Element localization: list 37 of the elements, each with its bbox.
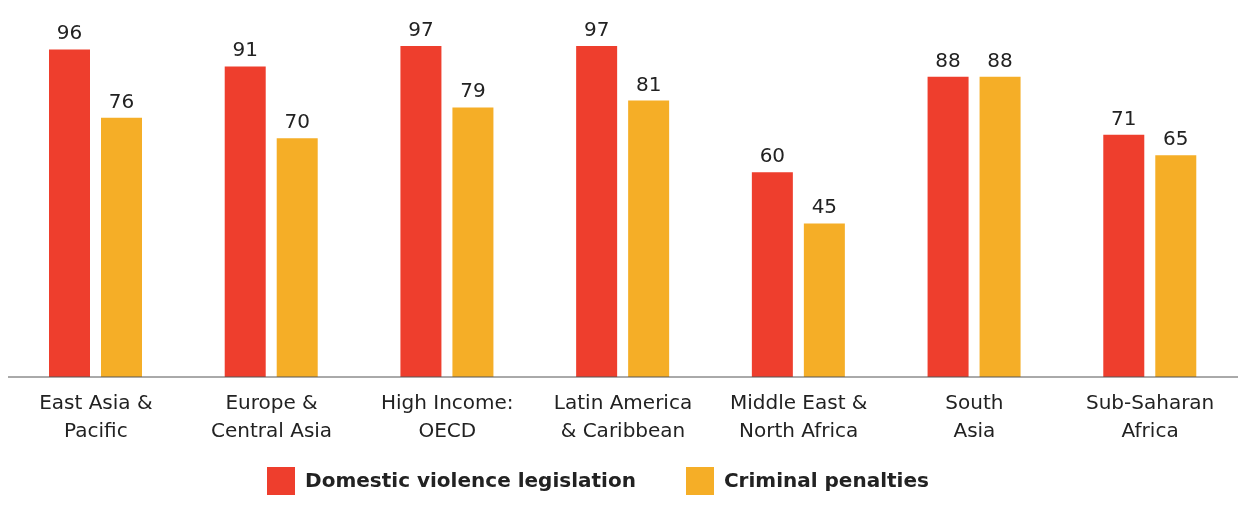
bar <box>224 66 266 377</box>
data-label: 45 <box>811 194 838 219</box>
data-label: 88 <box>987 47 1013 72</box>
data-label: 91 <box>232 37 258 62</box>
bar <box>576 46 618 377</box>
bar <box>1103 134 1145 377</box>
x-tick-label: Sub-Saharan Africa <box>1085 390 1215 442</box>
x-tick-label: Europe & Central Asia <box>211 390 333 442</box>
data-label: 60 <box>759 143 786 168</box>
legend-label: Domestic violence legislation <box>305 467 636 492</box>
bar <box>628 100 670 377</box>
bar <box>1155 155 1197 377</box>
x-tick-label: Latin America & Caribbean <box>553 390 693 442</box>
bar <box>803 223 845 377</box>
data-label: 71 <box>1111 105 1137 130</box>
bar <box>101 117 142 377</box>
x-tick-label: East Asia & Pacific <box>39 390 153 442</box>
data-label: 65 <box>1163 126 1189 151</box>
data-label: 97 <box>408 17 434 41</box>
data-label: 76 <box>108 88 135 113</box>
bar <box>49 49 90 377</box>
bar <box>400 46 442 377</box>
data-label: 81 <box>635 71 662 96</box>
bar <box>751 172 793 377</box>
x-tick-label: South Asia <box>945 390 1004 442</box>
data-label: 97 <box>583 17 610 41</box>
bar <box>276 138 318 377</box>
bar <box>927 76 969 377</box>
bar <box>979 76 1021 377</box>
bar <box>452 107 494 377</box>
data-label: 88 <box>935 47 961 72</box>
x-tick-label: Middle East & North Africa <box>729 390 868 442</box>
data-label: 70 <box>284 109 310 134</box>
x-tick-label: High Income: OECD <box>380 390 514 442</box>
data-label: 79 <box>460 78 486 103</box>
legend-label: Criminal penalties <box>723 467 929 492</box>
data-label: 96 <box>56 20 83 45</box>
